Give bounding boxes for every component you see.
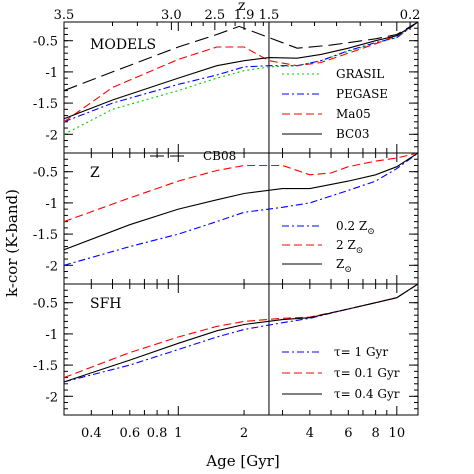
x-tick-label: 6 [344,426,352,441]
series-line-pegase [64,22,418,123]
x-axis-label: Age [Gyr] [205,452,279,470]
top-tick-label: 1.5 [259,8,280,23]
top-redshift-axis: 3.5 3.0 2.5 1.9 1.5 0.2 z [54,0,421,30]
x-tick-label: 0.6 [119,426,140,441]
panel-label: Z [90,165,100,181]
x-tick-label: 8 [372,426,380,441]
legend-label: τ= 0.4 Gyr [334,387,400,401]
series-line-bc03 [64,22,418,120]
legend-label: Ma05 [336,107,371,121]
legend-label: Z⊙ [336,257,352,275]
series-line--0-4-gyr [64,284,418,383]
y-tick-label: -2 [45,259,58,274]
x-tick-label: 4 [306,426,314,441]
legend-label: GRASIL [336,67,384,81]
panel-frame [63,283,419,416]
x-tick-label: 10 [389,426,406,441]
legend-label: BC03 [336,127,370,141]
y-tick-label: -0.5 [33,297,58,312]
panel-models: -0.5 -1 -1.5 -2 MODELS GRASIL PEGASE Ma05 BC03 CB… [33,21,419,163]
legend-label: 0.2 Z⊙ [336,219,375,237]
y-tick-label: -0.5 [33,166,58,181]
top-tick-label: 0.2 [400,8,421,23]
legend: τ= 1 Gyr τ= 0.1 Gyr τ= 0.4 Gyr [282,345,400,401]
top-tick-label: 1.9 [234,8,255,23]
panel-label: MODELS [90,37,156,53]
y-tick-label: -1 [45,66,58,81]
top-tick-label: 3.5 [54,8,75,23]
y-tick-label: -1.5 [33,359,58,374]
x-tick-label: 0.4 [81,426,102,441]
legend-label: PEGASE [336,87,388,101]
y-axis-label: k-cor (K-band) [3,189,21,297]
y-tick-label: -1 [45,328,58,343]
x-tick-label: 1 [174,426,182,441]
y-tick-label: -1 [45,197,58,212]
series-line-2-z [64,153,418,223]
x-tick-label: 2 [240,426,248,441]
series-line-0-2-z [64,153,418,266]
top-tick-label: 2.5 [204,8,225,23]
x-tick-label: 0.8 [147,426,168,441]
top-tick-label: 3.0 [161,8,182,23]
legend: 0.2 Z⊙2 Z⊙Z⊙ [282,219,375,275]
panel-label: SFH [90,296,122,312]
top-axis-label: z [238,0,245,14]
legend-label: CB08 [203,149,236,163]
series-line-ma05 [64,22,418,123]
legend: GRASIL PEGASE Ma05 BC03 CB08 [150,67,388,163]
panel-sfh: -0.5 -1 -1.5 -2 SFH τ= 1 Gyr τ= 0.1 Gyr τ= 0.4 … [33,283,419,416]
series-line-z [64,153,418,251]
series-line--1-gyr [64,284,418,383]
panel-z: -0.5 -1 -1.5 -2 Z 0.2 Z⊙2 Z⊙Z⊙ [33,152,419,285]
y-tick-label: -0.5 [33,35,58,50]
legend-label: τ= 0.1 Gyr [334,366,400,380]
panels: -0.5 -1 -1.5 -2 MODELS GRASIL PEGASE Ma05 BC03 CB… [33,21,419,416]
legend-label: 2 Z⊙ [336,238,363,256]
legend-label: τ= 1 Gyr [334,345,388,359]
y-tick-label: -1.5 [33,97,58,112]
y-tick-label: -1.5 [33,228,58,243]
bottom-age-axis: 0.4 0.6 0.8 1 2 4 6 8 10 [81,426,405,441]
y-tick-label: -2 [45,128,58,143]
y-tick-label: -2 [45,390,58,405]
